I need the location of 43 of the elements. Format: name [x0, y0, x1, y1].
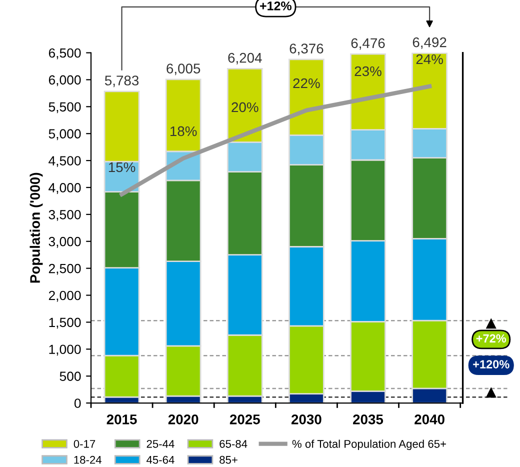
- y-tick-label: 5,000: [48, 129, 81, 140]
- y-tick-label: 5,500: [48, 102, 81, 114]
- total-label: 6,376: [290, 44, 324, 56]
- x-tick-label: 2015: [106, 414, 137, 424]
- y-tick-label: 4,000: [48, 183, 81, 194]
- data-label: 15%: [108, 162, 136, 172]
- data-label: 22%: [293, 78, 320, 88]
- total-label: 6,476: [351, 38, 385, 50]
- legend-label: 65-84: [220, 440, 248, 448]
- y-tick-label: 4,500: [48, 156, 81, 168]
- y-tick-label: 3,000: [48, 236, 81, 248]
- legend-label: 18-24: [74, 456, 102, 464]
- x-tick-label: 2020: [168, 414, 198, 424]
- legend-label: % of Total Population Aged 65+: [292, 440, 446, 450]
- y-tick-label: 6,500: [48, 48, 81, 60]
- data-label: 20%: [232, 102, 258, 112]
- legend-label: 0-17: [74, 440, 96, 448]
- x-tick-label: 2035: [353, 414, 384, 424]
- legend-label: 45-64: [146, 456, 174, 464]
- legend-label: 85+: [220, 456, 238, 464]
- total-label: 5,783: [104, 76, 139, 88]
- y-tick-label: 2,500: [48, 264, 81, 275]
- y-tick-label: 0: [74, 398, 81, 408]
- annotation: +72%: [476, 334, 506, 343]
- y-tick-label: 2,000: [48, 290, 81, 302]
- y-tick-label: 1,500: [49, 318, 81, 329]
- text: +12%: [260, 1, 292, 10]
- y-tick-label: 3,500: [48, 210, 81, 221]
- x-tick-label: 2040: [414, 414, 444, 424]
- x-tick-label: 2030: [291, 414, 322, 424]
- total-label: 6,005: [166, 64, 200, 76]
- total-label: 6,492: [412, 37, 446, 49]
- total-label: 6,204: [228, 52, 262, 64]
- data-label: 24%: [416, 54, 443, 64]
- legend-label: 25-44: [146, 440, 174, 448]
- data-label: 23%: [354, 66, 382, 76]
- y-axis-title: Population ('000): [30, 172, 43, 283]
- annotation: +120%: [473, 360, 510, 368]
- y-tick-label: 1,000: [49, 344, 81, 356]
- data-label: 18%: [170, 126, 197, 136]
- y-tick-label: 6,000: [48, 75, 81, 86]
- x-tick-label: 2025: [230, 414, 260, 424]
- y-tick-label: 500: [60, 372, 81, 381]
